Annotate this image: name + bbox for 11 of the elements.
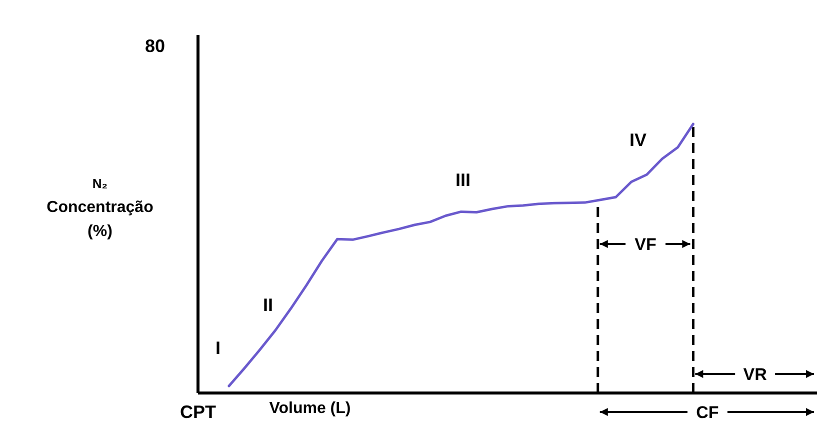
text: 80 <box>144 36 166 56</box>
annotation: I <box>215 338 221 358</box>
x-axis-title: Volume (L) <box>269 400 351 417</box>
annotation: IV <box>629 130 647 150</box>
annotation: III <box>455 170 471 190</box>
text: CF <box>696 403 719 422</box>
annotation: VR <box>743 365 767 384</box>
annotation: II <box>262 295 274 315</box>
text: CPT <box>180 402 216 422</box>
annotation: VF <box>634 235 656 254</box>
y-axis-title: N₂ Concentração (%) <box>46 176 154 240</box>
